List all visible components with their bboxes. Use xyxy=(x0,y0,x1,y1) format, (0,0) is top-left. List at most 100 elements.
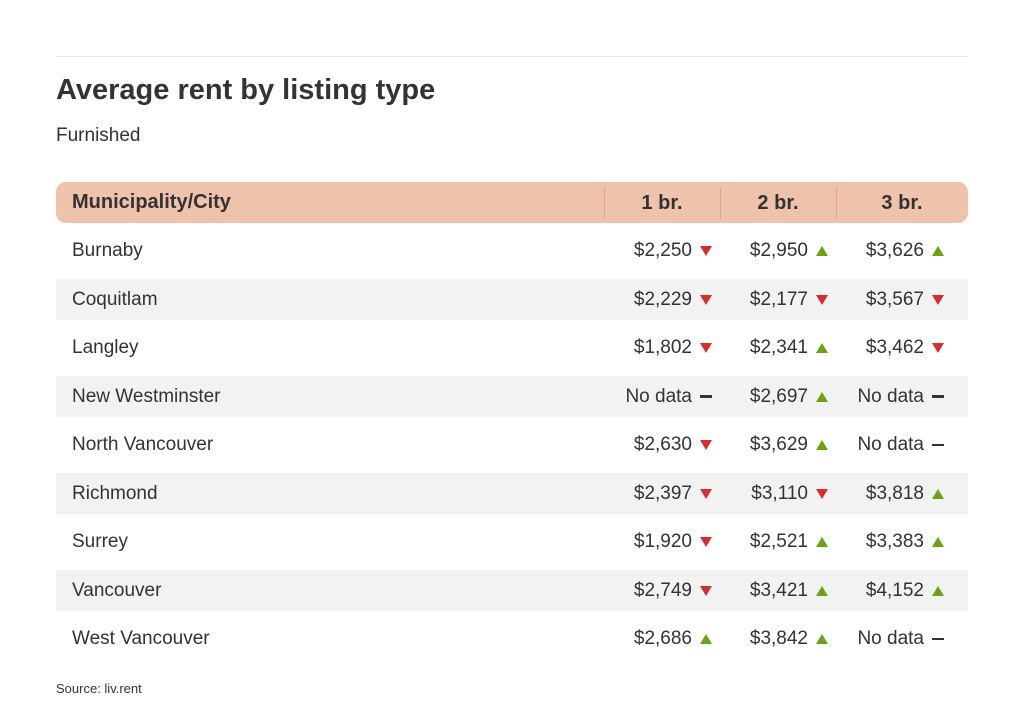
rent-value: $3,383 xyxy=(865,531,924,552)
city-name: Burnaby xyxy=(72,240,143,261)
rent-value: $2,177 xyxy=(749,288,808,310)
city-name: Vancouver xyxy=(72,579,162,601)
source-note: Source: liv.rent xyxy=(56,681,142,696)
trend-up-icon xyxy=(924,246,952,256)
rent-cell: $2,697 xyxy=(720,386,836,408)
trend-up-icon xyxy=(808,391,836,402)
trend-up-icon xyxy=(924,537,952,547)
table-row: West Vancouver $2,686 $3,842 No data xyxy=(56,619,968,660)
header-municipality: Municipality/City xyxy=(72,191,231,213)
city-name: West Vancouver xyxy=(72,628,210,649)
rent-cell: $3,629 xyxy=(720,434,836,456)
rent-cell: $3,626 xyxy=(836,240,968,262)
chart-title: Average rent by listing type xyxy=(56,74,436,106)
rent-cell: $2,177 xyxy=(720,289,836,311)
rent-value: $3,421 xyxy=(749,579,808,601)
trend-down-icon xyxy=(692,294,720,305)
table-row: Vancouver $2,749 $3,421 $4,152 xyxy=(56,570,968,611)
header-1br: 1 br. xyxy=(604,186,720,219)
rent-cell: $3,462 xyxy=(836,337,968,359)
rent-value: $1,802 xyxy=(633,337,692,358)
rent-value: No data xyxy=(857,434,924,455)
table-row: Surrey $1,920 $2,521 $3,383 xyxy=(56,522,968,563)
rent-cell: $2,630 xyxy=(604,434,720,456)
city-name: Richmond xyxy=(72,482,158,504)
rent-value: $2,749 xyxy=(633,579,692,601)
trend-up-icon xyxy=(924,585,952,596)
table-row: Langley $1,802 $2,341 $3,462 xyxy=(56,328,968,369)
rent-cell: $3,567 xyxy=(836,289,968,311)
trend-up-icon xyxy=(808,440,836,450)
rent-value: $3,818 xyxy=(865,482,924,504)
rent-cell: No data xyxy=(836,434,968,456)
rent-cell: $2,250 xyxy=(604,240,720,262)
table-row: New Westminster No data $2,697 No data xyxy=(56,376,968,417)
rent-cell: $2,749 xyxy=(604,580,720,602)
header-3br: 3 br. xyxy=(836,186,968,219)
rent-cell: $1,920 xyxy=(604,531,720,553)
rent-cell: $3,842 xyxy=(720,628,836,650)
header-2br: 2 br. xyxy=(720,186,836,219)
trend-down-icon xyxy=(924,294,952,305)
chart-subtitle: Furnished xyxy=(56,125,141,146)
rent-value: $2,950 xyxy=(749,240,808,261)
rent-value: $3,462 xyxy=(865,337,924,358)
rent-value: $2,521 xyxy=(749,531,808,552)
rent-cell: $3,110 xyxy=(720,483,836,505)
rent-value: $2,250 xyxy=(633,240,692,261)
table-header: Municipality/City 1 br. 2 br. 3 br. xyxy=(56,182,968,223)
no-data-dash-icon xyxy=(924,395,952,398)
trend-up-icon xyxy=(692,634,720,644)
trend-up-icon xyxy=(808,634,836,644)
city-name: Langley xyxy=(72,337,139,358)
rent-cell: $4,152 xyxy=(836,580,968,602)
trend-down-icon xyxy=(924,343,952,353)
city-name: Coquitlam xyxy=(72,288,158,310)
rent-cell: $3,818 xyxy=(836,483,968,505)
rent-value: $2,686 xyxy=(633,628,692,649)
rent-value: $2,229 xyxy=(633,288,692,310)
table-body: Burnaby $2,250 $2,950 $3,626 Coquitlam $2,229… xyxy=(56,231,968,660)
rent-value: $3,567 xyxy=(865,288,924,310)
rent-value: $2,630 xyxy=(633,434,692,455)
rent-cell: No data xyxy=(836,628,968,650)
rent-cell: $2,229 xyxy=(604,289,720,311)
trend-down-icon xyxy=(692,537,720,547)
trend-up-icon xyxy=(924,488,952,499)
trend-up-icon xyxy=(808,343,836,353)
rent-value: $3,842 xyxy=(749,628,808,649)
trend-down-icon xyxy=(808,488,836,499)
trend-down-icon xyxy=(692,488,720,499)
rent-cell: $2,521 xyxy=(720,531,836,553)
rent-value: $2,697 xyxy=(749,385,808,407)
rent-cell: $2,341 xyxy=(720,337,836,359)
table-row: Coquitlam $2,229 $2,177 $3,567 xyxy=(56,279,968,320)
trend-up-icon xyxy=(808,246,836,256)
no-data-dash-icon xyxy=(924,637,952,641)
rent-cell: No data xyxy=(836,386,968,408)
table-row: Richmond $2,397 $3,110 $3,818 xyxy=(56,473,968,514)
rent-value: $3,629 xyxy=(749,434,808,455)
rent-value: No data xyxy=(857,385,924,407)
trend-down-icon xyxy=(692,343,720,353)
rent-value: $1,920 xyxy=(633,531,692,552)
rent-cell: $1,802 xyxy=(604,337,720,359)
city-name: Surrey xyxy=(72,531,128,552)
rent-value: $3,626 xyxy=(865,240,924,261)
rent-value: $2,341 xyxy=(749,337,808,358)
no-data-dash-icon xyxy=(692,395,720,398)
rent-cell: $2,950 xyxy=(720,240,836,262)
trend-down-icon xyxy=(808,294,836,305)
trend-up-icon xyxy=(808,585,836,596)
rent-cell: No data xyxy=(604,386,720,408)
table-row: Burnaby $2,250 $2,950 $3,626 xyxy=(56,231,968,272)
trend-up-icon xyxy=(808,537,836,547)
rent-value: No data xyxy=(857,628,924,649)
rent-table: Municipality/City 1 br. 2 br. 3 br. Burn… xyxy=(56,182,968,660)
rent-value: $3,110 xyxy=(751,482,808,504)
trend-down-icon xyxy=(692,246,720,256)
rent-cell: $2,397 xyxy=(604,483,720,505)
top-divider xyxy=(56,56,968,57)
city-name: North Vancouver xyxy=(72,434,214,455)
rent-cell: $3,383 xyxy=(836,531,968,553)
